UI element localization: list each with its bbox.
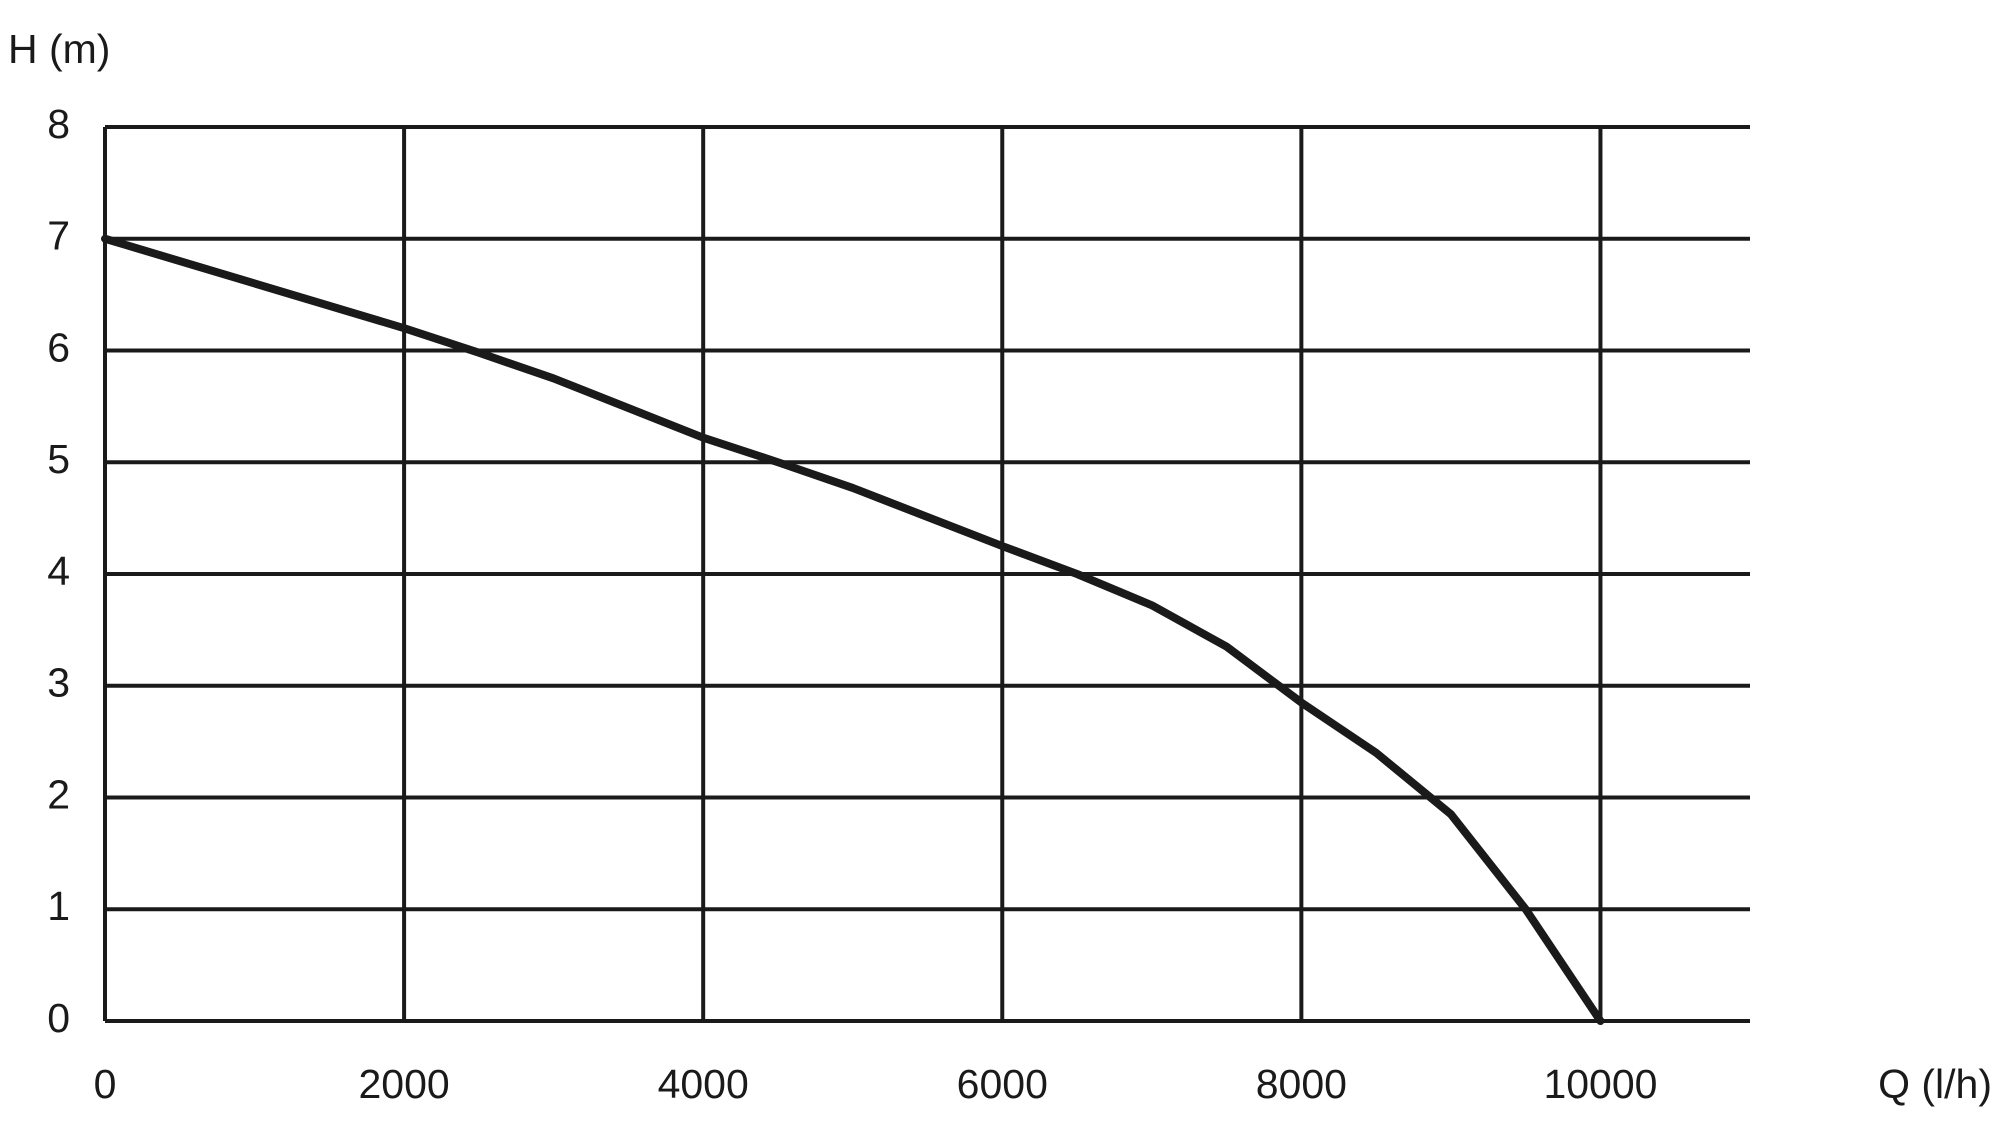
x-axis-label: Q (l/h)	[1878, 1061, 1992, 1107]
y-tick-label: 4	[47, 548, 70, 594]
y-tick-label: 7	[47, 213, 70, 259]
y-tick-label: 8	[47, 101, 70, 147]
y-tick-label: 5	[47, 436, 70, 482]
y-tick-label: 1	[47, 883, 70, 929]
x-tick-label: 6000	[957, 1061, 1048, 1107]
x-tick-label: 4000	[658, 1061, 749, 1107]
x-tick-label: 10000	[1543, 1061, 1657, 1107]
x-tick-label: 8000	[1256, 1061, 1347, 1107]
y-tick-label: 3	[47, 660, 70, 706]
y-tick-label: 0	[47, 995, 70, 1041]
x-tick-label: 0	[94, 1061, 117, 1107]
y-axis-label: H (m)	[8, 26, 110, 72]
data-line	[101, 234, 1605, 1025]
y-tick-label: 6	[47, 324, 70, 370]
x-tick-label: 2000	[358, 1061, 449, 1107]
y-tick-label: 2	[47, 771, 70, 817]
